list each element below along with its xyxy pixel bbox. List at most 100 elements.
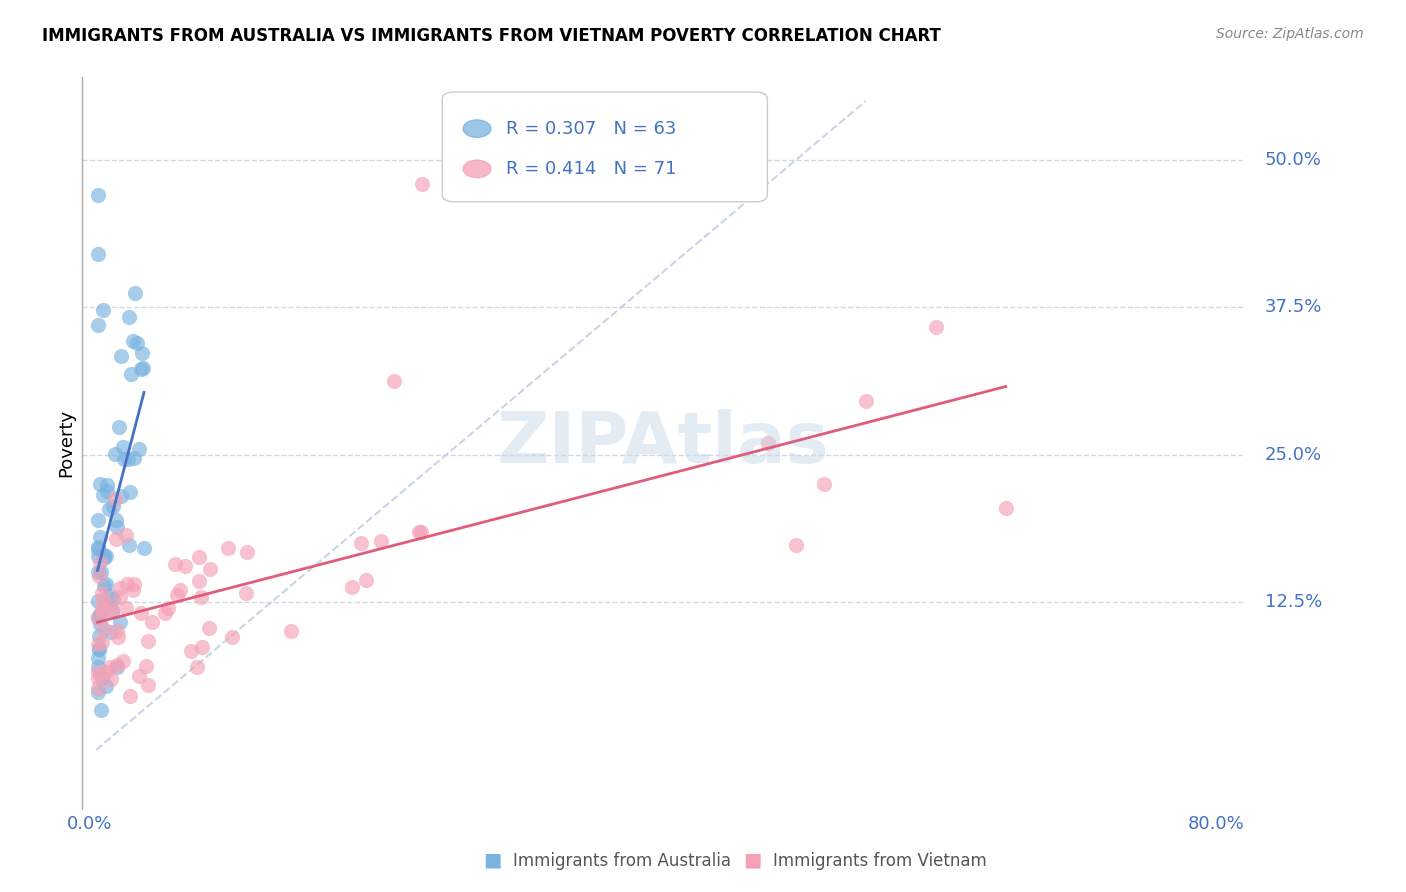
- Text: 0.0%: 0.0%: [66, 814, 112, 833]
- Point: [129, 607, 152, 621]
- Text: 25.0%: 25.0%: [1264, 446, 1322, 464]
- Text: ■: ■: [482, 851, 502, 870]
- Text: ■: ■: [742, 851, 762, 870]
- Point: [103, 499, 125, 513]
- Point: [87, 565, 110, 579]
- Point: [100, 604, 122, 618]
- Point: [118, 484, 141, 499]
- Circle shape: [463, 120, 491, 137]
- Point: [93, 623, 115, 637]
- Point: [118, 310, 141, 325]
- Point: [90, 600, 112, 615]
- Point: [235, 586, 257, 600]
- FancyBboxPatch shape: [443, 92, 768, 202]
- Point: [221, 630, 243, 644]
- Point: [103, 592, 125, 607]
- Point: [169, 582, 191, 597]
- Point: [100, 672, 122, 686]
- Text: IMMIGRANTS FROM AUSTRALIA VS IMMIGRANTS FROM VIETNAM POVERTY CORRELATION CHART: IMMIGRANTS FROM AUSTRALIA VS IMMIGRANTS …: [42, 27, 941, 45]
- Point: [350, 536, 373, 550]
- Point: [93, 579, 115, 593]
- Text: ZIPAtlas: ZIPAtlas: [496, 409, 830, 477]
- Point: [110, 349, 132, 363]
- Point: [89, 530, 111, 544]
- Point: [98, 589, 121, 603]
- Point: [96, 477, 118, 491]
- Point: [122, 451, 145, 466]
- Text: 50.0%: 50.0%: [1264, 151, 1322, 169]
- Point: [411, 177, 433, 191]
- Point: [191, 640, 214, 654]
- Point: [86, 247, 108, 261]
- Point: [200, 562, 222, 576]
- Point: [156, 601, 179, 615]
- Point: [101, 605, 124, 619]
- Point: [98, 660, 121, 674]
- Point: [108, 590, 131, 604]
- Point: [217, 541, 239, 555]
- Point: [89, 569, 111, 583]
- Point: [124, 286, 146, 301]
- Point: [174, 558, 197, 573]
- Point: [117, 451, 139, 466]
- Point: [86, 651, 108, 665]
- Point: [925, 319, 948, 334]
- Point: [108, 615, 131, 629]
- Point: [111, 441, 134, 455]
- Point: [107, 420, 129, 434]
- Point: [89, 477, 111, 491]
- Point: [110, 489, 132, 503]
- Point: [100, 599, 122, 614]
- Point: [122, 582, 145, 597]
- Point: [120, 367, 142, 381]
- Text: 12.5%: 12.5%: [1264, 593, 1322, 611]
- Point: [105, 513, 128, 527]
- Point: [86, 672, 108, 686]
- Point: [91, 671, 114, 685]
- Point: [89, 607, 111, 621]
- Text: Immigrants from Vietnam: Immigrants from Vietnam: [773, 852, 987, 870]
- Point: [89, 616, 111, 631]
- Point: [105, 519, 128, 533]
- Point: [354, 573, 377, 587]
- Point: [756, 435, 779, 450]
- Text: Immigrants from Australia: Immigrants from Australia: [513, 852, 731, 870]
- Point: [112, 654, 135, 668]
- Point: [86, 660, 108, 674]
- Point: [87, 513, 110, 527]
- Point: [105, 660, 128, 674]
- Point: [93, 550, 115, 565]
- Point: [128, 669, 150, 683]
- Point: [132, 361, 155, 376]
- Point: [186, 660, 208, 674]
- Point: [785, 538, 807, 552]
- Y-axis label: Poverty: Poverty: [58, 409, 75, 477]
- Point: [131, 362, 153, 376]
- Text: 80.0%: 80.0%: [1187, 814, 1244, 833]
- Point: [188, 549, 211, 564]
- Point: [87, 684, 110, 698]
- Point: [132, 541, 155, 556]
- Point: [87, 611, 110, 625]
- Point: [994, 500, 1017, 515]
- Point: [127, 336, 149, 351]
- Point: [91, 592, 114, 607]
- Point: [86, 318, 108, 333]
- Point: [87, 642, 110, 657]
- Point: [86, 681, 108, 695]
- Point: [180, 644, 202, 658]
- Point: [86, 188, 108, 202]
- Text: R = 0.414   N = 71: R = 0.414 N = 71: [506, 160, 676, 178]
- Point: [107, 631, 129, 645]
- Point: [187, 574, 209, 589]
- Point: [91, 604, 114, 618]
- Point: [87, 641, 110, 656]
- Point: [370, 534, 392, 549]
- Text: Source: ZipAtlas.com: Source: ZipAtlas.com: [1216, 27, 1364, 41]
- Point: [114, 601, 136, 615]
- Point: [87, 540, 110, 554]
- Point: [108, 581, 131, 595]
- Point: [190, 591, 212, 605]
- Circle shape: [463, 160, 491, 178]
- Point: [100, 625, 122, 640]
